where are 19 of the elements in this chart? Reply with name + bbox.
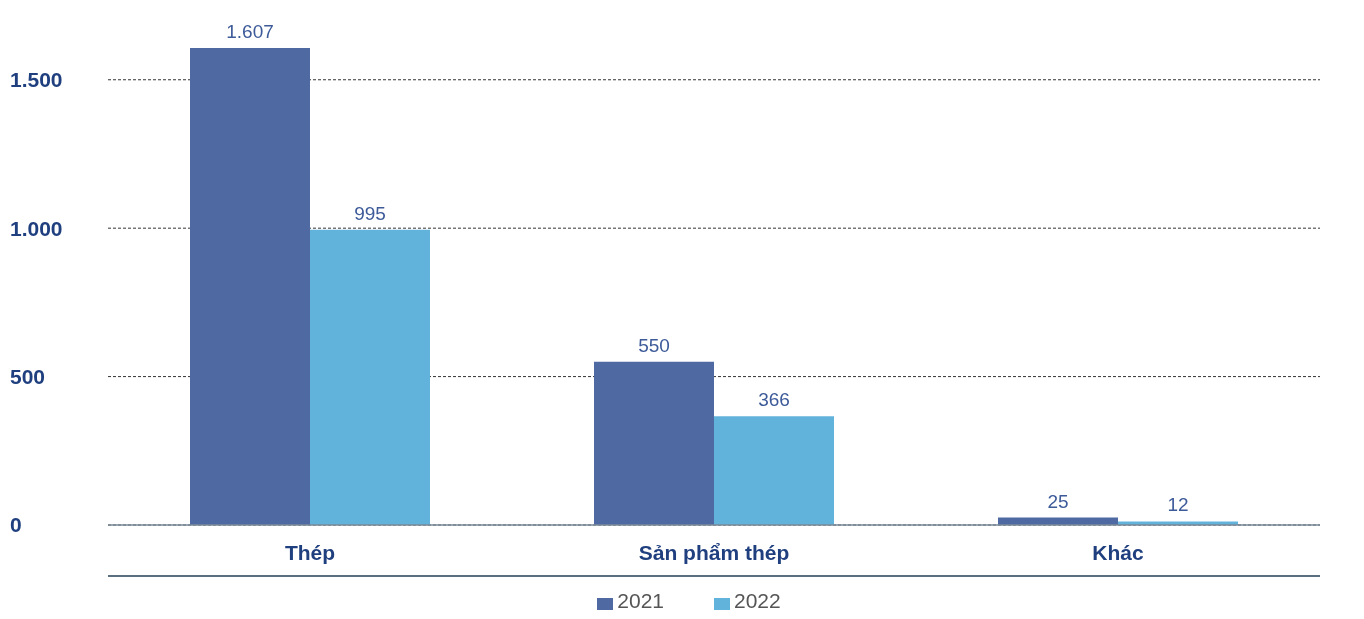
x-tick-label: Sản phẩm thép <box>638 540 790 564</box>
bar <box>714 416 834 525</box>
data-label: 25 <box>1047 490 1069 512</box>
data-label: 995 <box>354 202 386 224</box>
legend-label: 2022 <box>734 589 781 612</box>
bar <box>190 48 310 525</box>
bar <box>310 229 430 525</box>
y-tick-label: 500 <box>10 365 46 389</box>
bar <box>594 361 714 525</box>
y-tick-label: 1.000 <box>10 216 63 240</box>
data-label: 550 <box>638 334 670 356</box>
y-tick-label: 1.500 <box>10 68 63 92</box>
data-label: 1.607 <box>226 21 274 42</box>
data-label: 366 <box>758 389 790 411</box>
x-tick-label: Thép <box>284 540 336 564</box>
x-tick-label: Khác <box>1092 540 1144 564</box>
legend-label: 2021 <box>617 589 664 612</box>
data-label: 12 <box>1167 494 1189 516</box>
y-tick-label: 0 <box>10 513 22 537</box>
